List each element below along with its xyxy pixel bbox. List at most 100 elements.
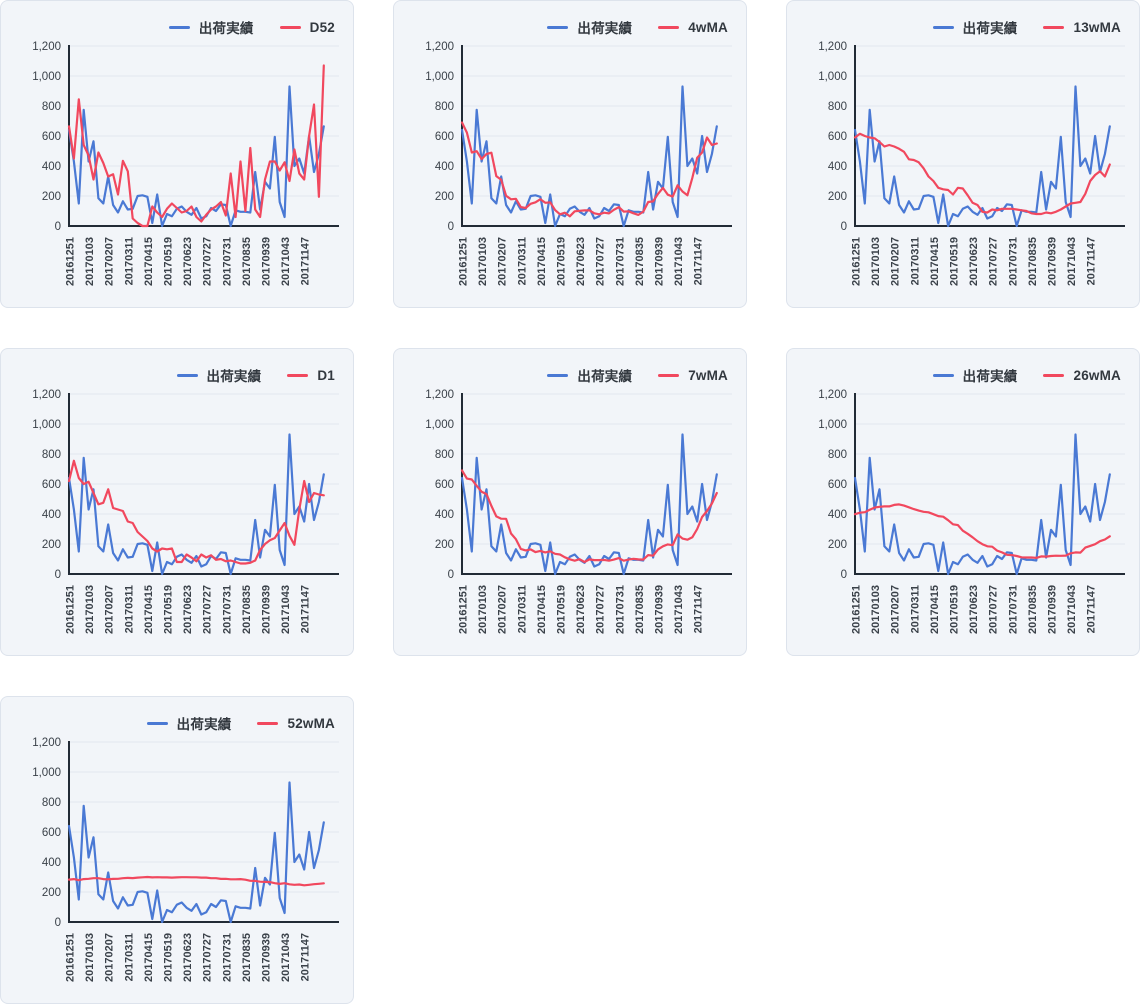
line-chart-svg: 0 200 400 600 800 1,000 1,200 20161251 20170103 2… — [32, 737, 339, 982]
comparison-series-marker-icon — [1043, 373, 1065, 377]
legend-item-actual[interactable]: 出荷実績 — [932, 17, 1018, 37]
legend-item-comparison[interactable]: 7wMA — [658, 368, 728, 383]
x-axis-label: 20161251 — [458, 585, 470, 634]
y-axis-label: 200 — [42, 191, 61, 203]
y-axis-label: 200 — [435, 539, 454, 551]
y-axis-label: 600 — [435, 479, 454, 491]
actual-line — [853, 85, 1111, 228]
x-axis-label: 20170727 — [202, 237, 214, 286]
x-axis-label: 20170207 — [104, 237, 116, 286]
actual-series-marker-icon — [932, 25, 954, 29]
legend-item-actual[interactable]: 出荷実績 — [146, 713, 232, 733]
y-axis-label: 1,200 — [425, 41, 454, 53]
x-axis-label: 20170623 — [575, 585, 587, 634]
x-axis-label: 20171043 — [280, 933, 292, 982]
x-axis-label: 20171147 — [1086, 585, 1098, 633]
legend-actual-label: 出荷実績 — [577, 21, 633, 36]
comparison-series-marker-icon — [658, 25, 680, 29]
x-axis-label: 20170415 — [143, 933, 155, 982]
y-axis-label: 1,000 — [818, 419, 847, 431]
x-axis-label: 20171147 — [1086, 237, 1098, 285]
legend-item-actual[interactable]: 出荷実績 — [547, 17, 632, 37]
legend: 出荷実績 4wMA — [547, 17, 728, 37]
legend-item-actual[interactable]: 出荷実績 — [547, 365, 632, 385]
y-axis-label: 400 — [435, 509, 454, 521]
legend-item-comparison[interactable]: 13wMA — [1043, 20, 1121, 35]
x-axis-label: 20170731 — [1007, 585, 1019, 634]
actual-series-marker-icon — [176, 373, 198, 377]
x-axis-label: 20170415 — [536, 585, 548, 634]
x-axis-label: 20170519 — [163, 585, 175, 634]
x-axis-label: 20170311 — [123, 585, 135, 633]
x-axis-label: 20161251 — [851, 585, 863, 634]
x-axis-label: 20170939 — [654, 237, 666, 286]
comparison-series-marker-icon — [1043, 25, 1065, 29]
y-axis-label: 1,000 — [32, 767, 61, 779]
legend: 出荷実績 26wMA — [932, 365, 1121, 385]
x-axis-label: 20170835 — [1027, 237, 1039, 286]
x-axis-label: 20170835 — [241, 237, 253, 286]
y-axis-label: 0 — [55, 917, 61, 929]
legend-item-comparison[interactable]: 26wMA — [1043, 368, 1121, 383]
y-axis-label: 400 — [828, 509, 847, 521]
y-axis-label: 400 — [828, 161, 847, 173]
x-axis-label: 20161251 — [851, 237, 863, 286]
x-axis-label: 20170415 — [143, 585, 155, 634]
x-axis-label: 20170311 — [123, 933, 135, 981]
x-axis-label: 20170103 — [870, 585, 882, 634]
legend-comparison-label: D1 — [317, 367, 335, 383]
x-axis-label: 20170623 — [968, 237, 980, 286]
y-axis-label: 600 — [42, 131, 61, 143]
x-axis-label: 20170939 — [654, 585, 666, 634]
actual-line — [67, 85, 325, 228]
y-axis-label: 200 — [42, 887, 61, 899]
x-axis-label: 20170103 — [477, 237, 489, 286]
x-axis-label: 20170727 — [988, 237, 1000, 286]
x-axis-label: 20170519 — [556, 237, 568, 286]
x-axis-label: 20170311 — [909, 585, 921, 633]
legend-item-actual[interactable]: 出荷実績 — [168, 17, 254, 37]
x-axis-label: 20170207 — [890, 585, 902, 634]
x-axis-label: 20170731 — [221, 933, 233, 982]
x-axis-label: 20171043 — [673, 585, 685, 634]
line-chart-svg: 0 200 400 600 800 1,000 1,200 20161251 20170103 2… — [818, 41, 1125, 286]
legend-actual-label: 出荷実績 — [577, 369, 633, 384]
legend-item-comparison[interactable]: 52wMA — [257, 716, 335, 731]
x-axis-label: 20170835 — [241, 585, 253, 634]
actual-series-marker-icon — [932, 373, 954, 377]
x-axis-label: 20170415 — [536, 237, 548, 286]
legend-comparison-label: 4wMA — [688, 19, 728, 35]
y-axis-label: 1,000 — [818, 71, 847, 83]
comparison-line — [460, 469, 718, 564]
comparison-line — [67, 459, 325, 565]
x-axis-label: 20171147 — [693, 237, 705, 285]
legend-item-comparison[interactable]: D1 — [287, 368, 335, 383]
x-axis-label: 20171043 — [673, 237, 685, 286]
legend: 出荷実績 7wMA — [547, 365, 728, 385]
x-axis-label: 20170727 — [595, 585, 607, 634]
comparison-line — [853, 132, 1111, 216]
legend-actual-label: 出荷実績 — [198, 21, 254, 36]
legend-item-comparison[interactable]: 4wMA — [658, 20, 728, 35]
actual-line — [67, 781, 325, 924]
comparison-line — [67, 875, 325, 887]
y-axis-label: 0 — [841, 569, 847, 581]
y-axis-label: 800 — [435, 449, 454, 461]
legend-item-actual[interactable]: 出荷実績 — [932, 365, 1018, 385]
comparison-line — [460, 121, 718, 218]
x-axis-label: 20170835 — [634, 585, 646, 634]
y-axis-label: 1,200 — [425, 389, 454, 401]
x-axis-label: 20170103 — [84, 237, 96, 286]
x-axis-label: 20170623 — [182, 585, 194, 634]
x-axis-label: 20171043 — [1066, 237, 1078, 286]
line-chart-svg: 0 200 400 600 800 1,000 1,200 20161251 20170103 2… — [32, 41, 339, 286]
y-axis-label: 1,200 — [818, 389, 847, 401]
x-axis-label: 20161251 — [65, 585, 77, 634]
y-axis-label: 400 — [42, 857, 61, 869]
x-axis-label: 20170939 — [261, 237, 273, 286]
x-axis-label: 20170731 — [614, 585, 626, 634]
y-axis-label: 400 — [435, 161, 454, 173]
actual-series-marker-icon — [146, 721, 168, 725]
legend-item-actual[interactable]: 出荷実績 — [176, 365, 262, 385]
legend-item-comparison[interactable]: D52 — [279, 20, 335, 35]
